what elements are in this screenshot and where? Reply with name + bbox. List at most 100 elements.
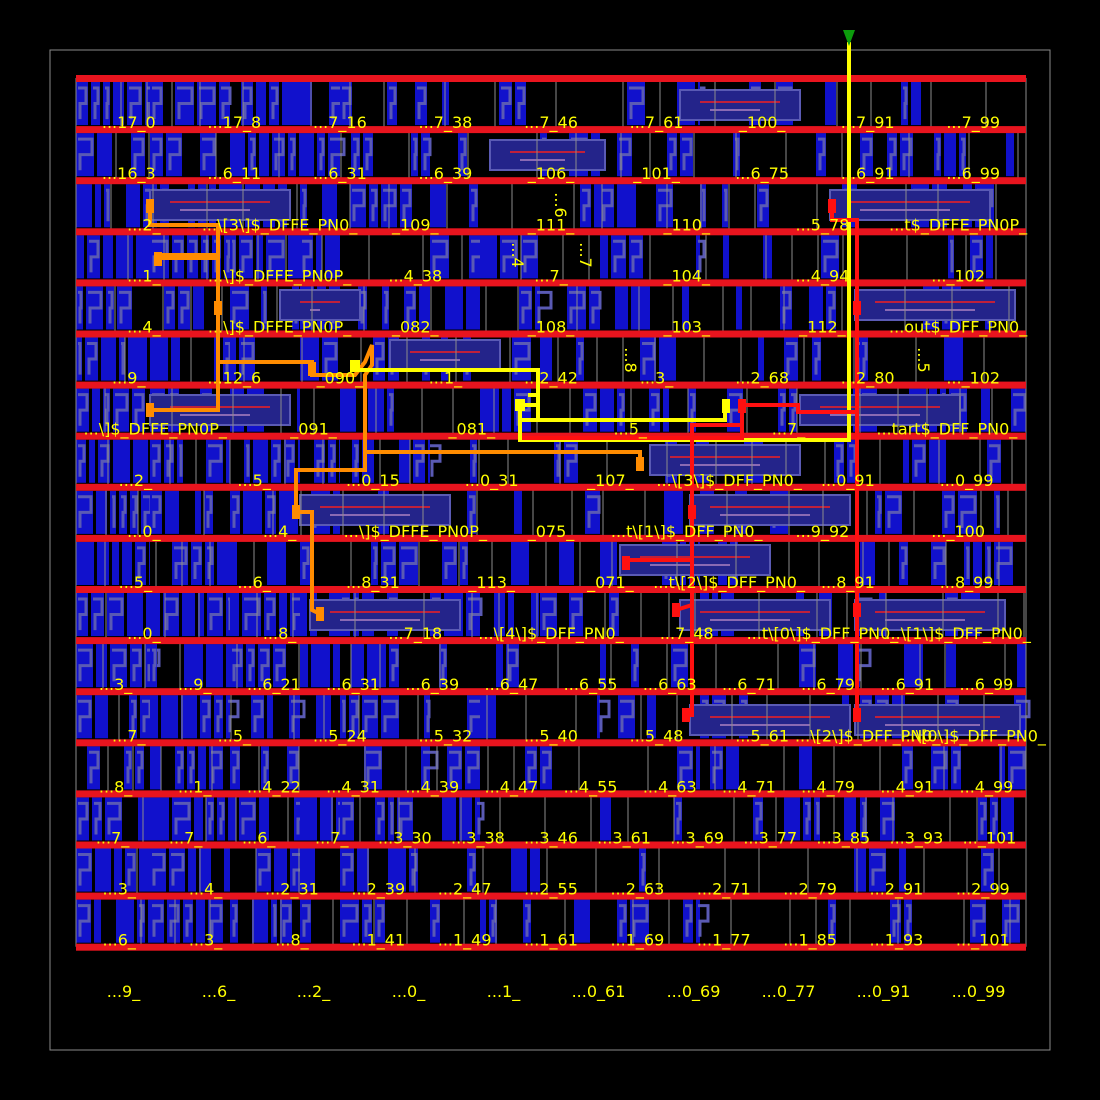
power-rail <box>76 534 1026 542</box>
metal-pattern <box>290 137 296 171</box>
metal-fill <box>128 337 147 381</box>
metal-pattern <box>591 290 602 324</box>
metal-pattern <box>78 137 94 171</box>
pin-red[interactable] <box>682 708 690 722</box>
pin-red[interactable] <box>853 708 861 722</box>
pin-orange[interactable] <box>146 199 154 213</box>
metal-fill <box>929 439 946 483</box>
pin-red[interactable] <box>688 505 696 519</box>
cell-label: ...0_31 <box>465 471 519 491</box>
pin-orange[interactable] <box>308 362 316 376</box>
cell-label: ...9_ <box>178 675 212 695</box>
metal-pattern <box>228 699 240 733</box>
pin-red[interactable] <box>672 603 680 617</box>
metal-pattern <box>267 495 276 528</box>
cell-label: ...4_55 <box>564 777 618 797</box>
metal-pattern <box>698 239 706 273</box>
cell-label: _101_ <box>632 164 681 184</box>
metal-pattern <box>685 904 693 937</box>
pin-yellow[interactable] <box>350 360 360 372</box>
metal-fill <box>198 746 206 790</box>
cell-label: ...7_ <box>96 829 130 849</box>
metal-pattern <box>241 801 256 835</box>
vertical-cell-label: ...6 <box>551 192 570 217</box>
pin-yellow[interactable] <box>515 399 525 411</box>
cell-label: ...7_ <box>169 829 203 849</box>
cell-label: _112_ <box>798 318 847 338</box>
pin-red[interactable] <box>828 199 836 213</box>
metal-fill <box>96 644 107 688</box>
power-rail <box>76 483 1026 491</box>
metal-pattern <box>121 495 127 528</box>
pin-orange[interactable] <box>146 403 154 417</box>
metal-pattern <box>517 86 526 120</box>
metal-fill <box>825 82 836 126</box>
metal-fill <box>95 184 101 228</box>
metal-pattern <box>105 393 110 426</box>
net-red-branch-2[interactable] <box>675 560 694 717</box>
flip-flop-cell <box>679 599 831 631</box>
pin-orange[interactable] <box>292 505 300 519</box>
cell-label: ...6_39 <box>419 164 473 184</box>
net-yellow-branch-2[interactable] <box>528 393 540 420</box>
metal-fill <box>316 235 322 279</box>
metal-fill <box>399 439 410 483</box>
cell-label: ...t$_DFFE_PN0P_ <box>889 215 1028 235</box>
metal-fill <box>116 899 134 943</box>
metal-pattern <box>244 597 261 631</box>
metal-fill <box>165 490 179 534</box>
pin-red[interactable] <box>853 301 861 315</box>
power-rail <box>76 126 1026 134</box>
metal-pattern <box>415 444 425 477</box>
metal-pattern <box>1010 750 1026 784</box>
metal-fill <box>76 184 92 228</box>
metal-pattern <box>980 801 987 835</box>
cell-label: ...7_38 <box>419 113 473 133</box>
routed-nets-layer[interactable] <box>146 30 861 722</box>
metal-fill <box>259 133 269 177</box>
cell-label: ...8_99 <box>940 573 994 593</box>
metal-fill <box>726 746 739 790</box>
cell-label: ...3_61 <box>597 829 651 849</box>
metal-fill <box>199 848 211 892</box>
net-red-branch-1[interactable] <box>522 425 744 440</box>
metal-fill <box>228 797 230 841</box>
pin-yellow[interactable] <box>722 399 730 413</box>
pin-orange[interactable] <box>214 301 222 315</box>
metal-fill <box>198 593 204 637</box>
metal-pattern <box>302 188 307 222</box>
metal-pattern <box>735 137 740 171</box>
metal-fill <box>367 644 386 688</box>
vertical-cell-label: ...4 <box>508 242 527 267</box>
metal-pattern <box>399 801 413 835</box>
cell-label: ...0_ <box>127 624 161 644</box>
metal-fill <box>600 388 614 432</box>
pin-orange[interactable] <box>316 607 324 621</box>
io-pin-marker[interactable] <box>843 30 855 46</box>
cell-label: ...0_15 <box>346 471 400 491</box>
metal-pattern <box>168 137 182 171</box>
cell-label: ...t\[2\]$_DFF_PN0_ <box>653 573 806 593</box>
metal-pattern <box>78 801 89 835</box>
flip-flop-cell <box>679 89 801 121</box>
pin-red[interactable] <box>622 556 630 570</box>
cell-label: _081_ <box>448 420 497 440</box>
cell-label: ...7_99 <box>946 113 1000 133</box>
cell-label: _110_ <box>662 215 711 235</box>
cell-label: ...2_79 <box>783 880 837 900</box>
net-red[interactable] <box>628 205 859 562</box>
metal-fill <box>230 337 236 381</box>
pin-orange[interactable] <box>636 457 644 471</box>
metal-pattern <box>996 495 1000 528</box>
metal-pattern <box>892 904 901 937</box>
metal-pattern <box>373 546 378 579</box>
cell-label: ...6_ <box>102 931 136 951</box>
metal-pattern <box>791 393 797 426</box>
pin-red[interactable] <box>738 399 746 413</box>
metal-pattern <box>179 444 183 477</box>
cell-label: ...2_68 <box>735 369 789 389</box>
pin-red[interactable] <box>853 603 861 617</box>
metal-fill <box>101 337 116 381</box>
pin-orange[interactable] <box>154 252 162 266</box>
